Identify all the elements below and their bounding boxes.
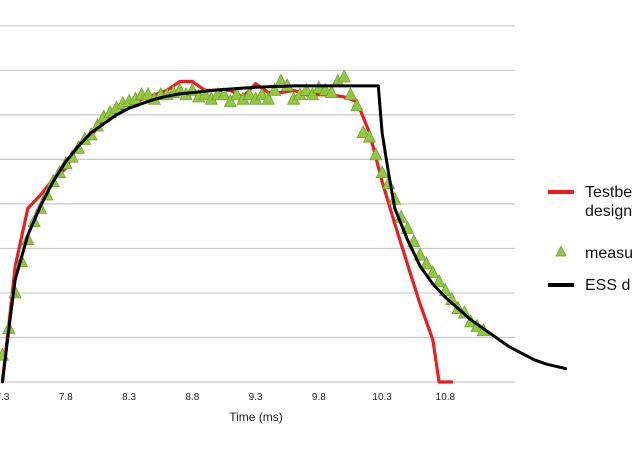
measured-point <box>426 265 440 279</box>
x-tick-label: 10.3 <box>372 392 392 403</box>
x-tick-label: 8.8 <box>185 392 199 403</box>
measured-point <box>305 87 320 101</box>
series-line-ess <box>1 84 568 384</box>
measured-point <box>217 87 231 101</box>
measured-point <box>419 256 433 270</box>
x-tick-label: 9.8 <box>312 392 326 403</box>
measured-point <box>261 91 275 105</box>
measured-point <box>324 84 339 98</box>
measured-point <box>337 69 351 83</box>
x-tick-label: 7.8 <box>59 392 73 403</box>
series-layer <box>0 69 568 384</box>
x-axis-ticks: 7.3 7.8 8.3 8.8 9.3 9.8 10.3 10.8 <box>0 392 456 403</box>
measured-point <box>141 87 155 101</box>
measured-point <box>198 87 212 101</box>
measured-point <box>242 87 256 101</box>
x-tick-label: 7.3 <box>0 392 10 403</box>
x-axis-title: Time (ms) <box>229 410 283 424</box>
legend-label-testbed: Testbe <box>585 184 632 201</box>
legend-label-testbed: design <box>585 203 632 220</box>
legend-swatch-measured <box>555 245 567 257</box>
legend-label-measured: measu <box>585 245 633 262</box>
x-tick-label: 8.3 <box>122 392 136 403</box>
measured-point <box>223 93 237 107</box>
measured-point <box>350 98 364 112</box>
measured-point <box>230 87 244 101</box>
measured-point <box>432 274 446 288</box>
measured-point <box>375 164 389 179</box>
measured-point <box>356 124 370 139</box>
x-tick-label: 9.3 <box>249 392 263 403</box>
legend: Testbe design measu ESS d <box>548 184 633 294</box>
measured-point <box>299 82 313 96</box>
x-tick-label: 10.8 <box>436 392 456 403</box>
measured-point <box>343 87 358 101</box>
gridlines <box>0 25 515 383</box>
measured-point <box>268 82 282 96</box>
measured-point <box>369 147 383 161</box>
measured-point <box>255 87 269 101</box>
measured-point <box>362 129 377 143</box>
legend-label-ess: ESS d <box>585 277 630 294</box>
